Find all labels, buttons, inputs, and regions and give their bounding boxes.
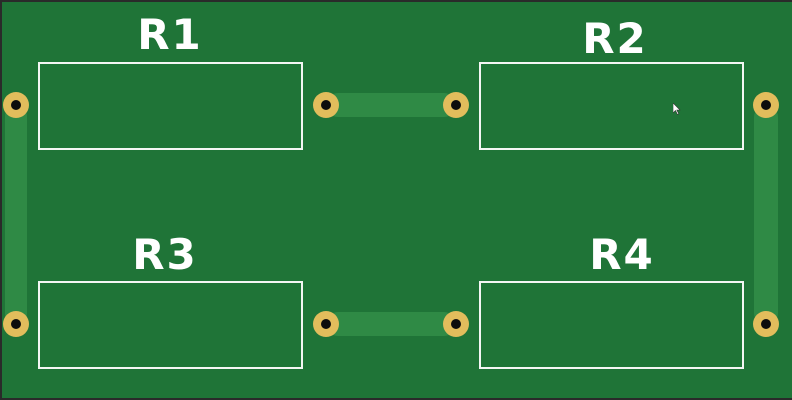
board-edge-bottom [0, 398, 792, 400]
r2-label: R2 [582, 14, 648, 63]
r1-outline[interactable] [38, 62, 303, 150]
r3-pad-2[interactable] [313, 311, 339, 337]
trace-r2-r4[interactable] [754, 105, 778, 325]
r4-pad-1[interactable] [443, 311, 469, 337]
r2-pad-2[interactable] [753, 92, 779, 118]
trace-r1-r2[interactable] [326, 93, 456, 117]
r4-outline[interactable] [479, 281, 744, 369]
r2-outline[interactable] [479, 62, 744, 150]
board-edge-top [0, 0, 792, 2]
r1-pad-1[interactable] [3, 92, 29, 118]
r3-outline[interactable] [38, 281, 303, 369]
board-edge-left [0, 0, 2, 400]
r4-pad-2[interactable] [753, 311, 779, 337]
r1-label: R1 [137, 10, 203, 59]
r1-pad-2[interactable] [313, 92, 339, 118]
mouse-pointer-icon [673, 103, 681, 115]
trace-r1-r3[interactable] [5, 105, 27, 325]
r3-pad-1[interactable] [3, 311, 29, 337]
trace-r3-r4[interactable] [326, 312, 456, 336]
r2-pad-1[interactable] [443, 92, 469, 118]
r3-label: R3 [132, 230, 198, 279]
r4-label: R4 [589, 230, 655, 279]
